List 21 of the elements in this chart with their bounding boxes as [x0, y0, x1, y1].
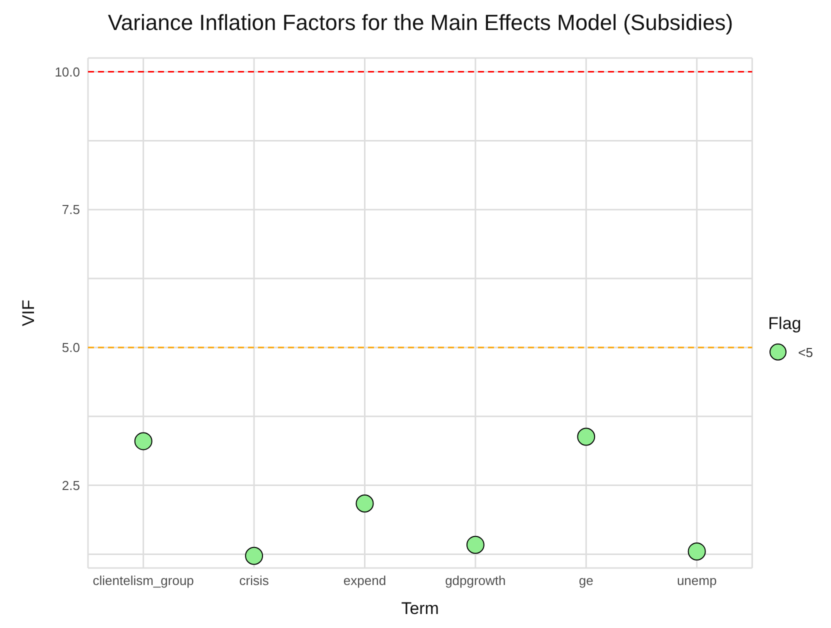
- y-tick-label: 10.0: [54, 64, 80, 80]
- y-tick-label: 2.5: [62, 478, 80, 493]
- x-tick-label: clientelism_group: [92, 573, 194, 588]
- legend-label: <5: [798, 344, 813, 360]
- chart-title: Variance Inflation Factors for the Main Effects Model (Subsidies): [106, 9, 734, 37]
- x-tick-label: gdpgrowth: [445, 573, 506, 588]
- x-tick-label: unemp: [676, 573, 717, 588]
- y-tick-label: 5.0: [62, 340, 80, 356]
- point: [688, 542, 706, 560]
- point: [577, 428, 596, 446]
- x-tick-label: crisis: [239, 573, 270, 588]
- x-axis-title: Term: [401, 599, 439, 618]
- point: [356, 494, 374, 512]
- point: [245, 546, 264, 565]
- y-axis-title: VIF: [19, 300, 38, 326]
- y-tick-label: 7.5: [62, 202, 80, 218]
- point: [466, 536, 484, 554]
- legend-title: Flag: [768, 314, 802, 334]
- x-tick-label: expend: [343, 573, 386, 588]
- x-tick-label: ge: [578, 573, 594, 588]
- point: [134, 432, 152, 450]
